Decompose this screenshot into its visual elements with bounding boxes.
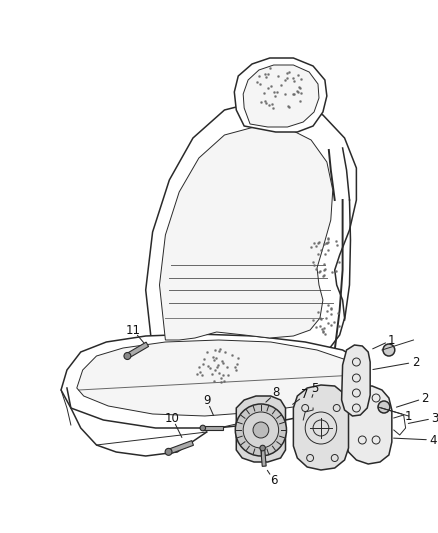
Text: 10: 10	[165, 411, 180, 424]
Text: 2: 2	[412, 356, 419, 368]
Circle shape	[378, 401, 390, 413]
Circle shape	[200, 425, 205, 431]
Text: 4: 4	[429, 433, 437, 447]
Text: 2: 2	[421, 392, 429, 405]
Polygon shape	[236, 396, 286, 462]
Text: 6: 6	[270, 473, 277, 487]
Polygon shape	[61, 334, 369, 428]
Polygon shape	[168, 441, 194, 454]
Polygon shape	[159, 126, 333, 340]
Polygon shape	[342, 345, 370, 416]
Text: 5: 5	[311, 382, 319, 394]
Polygon shape	[293, 385, 349, 470]
Polygon shape	[77, 340, 360, 416]
Text: 8: 8	[272, 386, 279, 400]
Text: 3: 3	[431, 411, 438, 424]
Polygon shape	[126, 342, 148, 358]
Circle shape	[260, 445, 265, 451]
Circle shape	[235, 404, 286, 456]
Circle shape	[124, 352, 131, 359]
Text: 11: 11	[125, 324, 141, 336]
Text: 1: 1	[388, 334, 396, 346]
Text: 7: 7	[301, 389, 309, 401]
Polygon shape	[203, 426, 223, 430]
Text: 9: 9	[203, 393, 211, 407]
Polygon shape	[234, 58, 327, 132]
Circle shape	[165, 448, 172, 455]
Circle shape	[243, 412, 279, 448]
Polygon shape	[146, 100, 357, 362]
Circle shape	[383, 344, 395, 356]
Polygon shape	[261, 448, 266, 466]
Polygon shape	[343, 386, 392, 464]
Polygon shape	[243, 65, 319, 127]
Circle shape	[253, 422, 269, 438]
Text: 1: 1	[405, 409, 412, 423]
